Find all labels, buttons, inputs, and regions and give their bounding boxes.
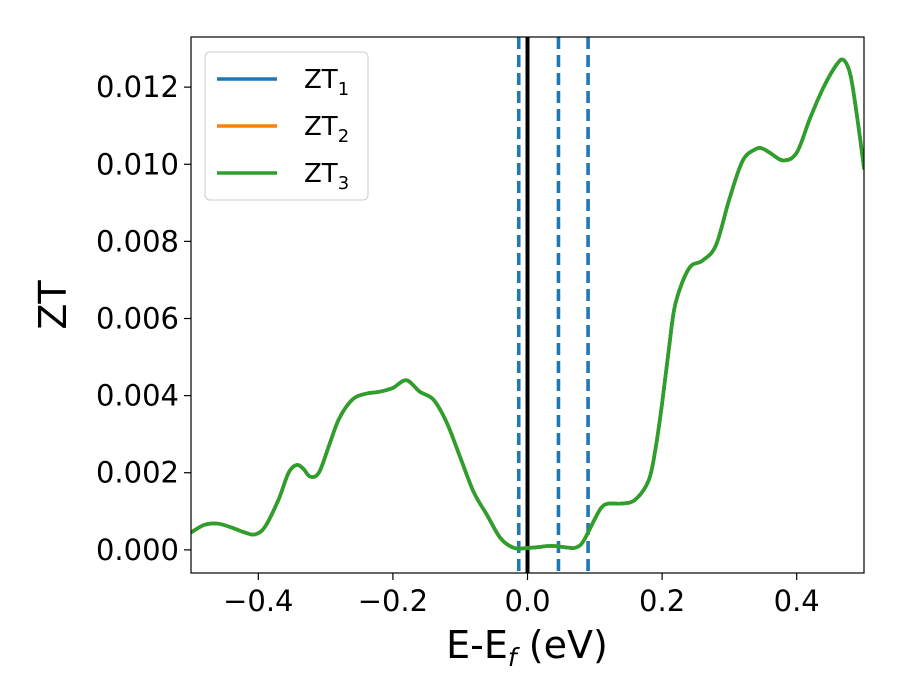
x-tick-label: −0.4 [223, 584, 293, 618]
y-tick-label: 0.002 [96, 456, 179, 490]
legend-label-2: ZT2 [304, 112, 349, 147]
y-axis-label: ZT [31, 280, 75, 330]
x-axis-ticks: −0.4 −0.2 0.0 0.2 0.4 [223, 573, 820, 618]
x-tick-label: 0.2 [639, 584, 685, 618]
x-tick-label: 0.0 [504, 584, 550, 618]
series-line-3 [191, 57, 864, 551]
legend: ZT1 ZT2 ZT3 [204, 51, 369, 201]
legend-box [204, 51, 369, 201]
x-axis-label: E-Ef (eV) [446, 623, 608, 672]
series-lines [191, 57, 864, 551]
y-tick-label: 0.006 [96, 301, 179, 335]
vertical-reference-lines [516, 37, 590, 573]
legend-label-1: ZT1 [304, 65, 349, 100]
legend-label-3: ZT3 [304, 159, 349, 194]
x-tick-label: −0.2 [358, 584, 428, 618]
y-tick-label: 0.010 [96, 147, 179, 181]
x-tick-label: 0.4 [774, 584, 820, 618]
y-tick-label: 0.000 [96, 533, 179, 567]
y-tick-label: 0.008 [96, 224, 179, 258]
y-axis-ticks: 0.000 0.002 0.004 0.006 0.008 0.010 0.012 [96, 70, 191, 567]
y-tick-label: 0.012 [96, 70, 179, 104]
y-tick-label: 0.004 [96, 379, 179, 413]
